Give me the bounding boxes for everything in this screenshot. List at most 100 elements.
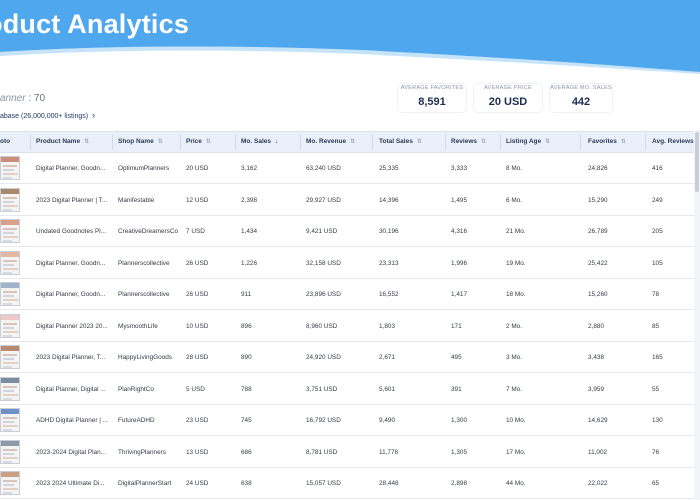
- sort-icon[interactable]: ⇅: [481, 139, 487, 145]
- column-divider[interactable]: [445, 135, 446, 150]
- column-header-name[interactable]: Product Name ⇅: [36, 138, 89, 145]
- column-header-shop[interactable]: Shop Name ⇅: [118, 138, 163, 145]
- column-divider[interactable]: [112, 135, 113, 150]
- cell-avg-reviews: 130: [652, 417, 663, 424]
- cell-name[interactable]: Digital Planner, Goodn...: [36, 259, 106, 267]
- table-row[interactable]: Digital Planner 2023 20... MysmoothLife 10…: [0, 311, 700, 342]
- cell-shop[interactable]: PlanRightCo: [118, 385, 154, 393]
- cell-listing-age: 8 Mo.: [506, 165, 522, 172]
- cell-name[interactable]: 2023 Digital Planner | T...: [36, 196, 108, 204]
- cell-shop[interactable]: HappyLivingGoods: [118, 354, 172, 361]
- column-divider[interactable]: [580, 135, 581, 150]
- cell-shop[interactable]: Manifestable: [118, 196, 155, 204]
- cell-name[interactable]: Digital Planner, Goodn...: [36, 291, 106, 298]
- column-divider[interactable]: [300, 135, 301, 150]
- database-link[interactable]: abase (26,000,000+ listings) ›: [0, 110, 95, 120]
- column-header-listing-age[interactable]: Listing Age ⇅: [506, 138, 550, 145]
- thumbnail-line: [3, 362, 18, 364]
- sort-icon[interactable]: ⇅: [205, 139, 211, 145]
- cell-mo-sales: 1,434: [241, 228, 257, 235]
- column-header-favorites[interactable]: Favorites ⇅: [588, 138, 626, 145]
- cell-shop[interactable]: Plannerscollective: [118, 259, 170, 267]
- product-thumbnail[interactable]: [0, 439, 20, 464]
- scrollbar-thumb[interactable]: [695, 132, 699, 192]
- column-header-price[interactable]: Price ⇅: [186, 138, 211, 145]
- cell-listing-age: 6 Mo.: [506, 196, 522, 204]
- cell-favorites: 26,789: [588, 228, 608, 235]
- product-thumbnail[interactable]: [0, 408, 20, 432]
- cell-name[interactable]: Digital Planner, Digital ...: [36, 385, 106, 393]
- thumbnail-line: [3, 429, 12, 431]
- cell-mo-revenue: 16,792 USD: [306, 417, 341, 424]
- cell-mo-revenue: 3,751 USD: [306, 385, 338, 393]
- stat-label: AVERAGE MO. SALES: [550, 85, 612, 91]
- thumbnail-line: [3, 330, 18, 333]
- sort-descending-icon[interactable]: ↓: [274, 139, 278, 145]
- cell-favorites: 22,022: [588, 480, 608, 487]
- cell-shop[interactable]: CreativeDreamersCo: [118, 228, 179, 235]
- cell-shop[interactable]: DigitalPlannerStart: [118, 480, 172, 487]
- product-thumbnail[interactable]: [0, 187, 20, 212]
- cell-price: 5 USD: [186, 385, 205, 393]
- column-divider[interactable]: [645, 135, 646, 150]
- thumbnail-line: [3, 232, 14, 234]
- table-row[interactable]: 2023 Digital Planner | T... Manifestable 1…: [0, 185, 700, 216]
- cell-name[interactable]: Undated Goodnotes Pl...: [36, 228, 106, 235]
- cell-shop[interactable]: Plannerscollective: [118, 291, 170, 298]
- column-header-avg-reviews[interactable]: Avg. Reviews⇅: [652, 138, 700, 145]
- cell-reviews: 495: [451, 354, 462, 361]
- cell-shop[interactable]: FutureADHD: [118, 417, 155, 424]
- cell-name[interactable]: ADHD Digital Planner | ...: [36, 417, 108, 424]
- column-divider[interactable]: [30, 135, 31, 150]
- table-row[interactable]: Digital Planner, Goodn... OptimumPlanners…: [0, 153, 700, 184]
- product-thumbnail[interactable]: [0, 345, 20, 369]
- cell-avg-reviews: 55: [652, 385, 660, 393]
- thumbnail-line: [3, 389, 14, 392]
- cell-shop[interactable]: ThrivingPlanners: [118, 448, 166, 456]
- table-row[interactable]: Undated Goodnotes Pl... CreativeDreamersC…: [0, 216, 700, 247]
- cell-name[interactable]: 2023 2024 Ultimate Di...: [36, 480, 105, 487]
- sort-icon[interactable]: ⇅: [416, 139, 422, 145]
- table-row[interactable]: Digital Planner, Digital ... PlanRightCo 5…: [0, 374, 700, 405]
- cell-name[interactable]: 2023 Digital Planner, T...: [36, 354, 106, 361]
- column-divider[interactable]: [235, 135, 236, 150]
- table-row[interactable]: 2023 2024 Ultimate Di... DigitalPlannerSt…: [0, 468, 700, 499]
- table-row[interactable]: ADHD Digital Planner | ... FutureADHD 23 U…: [0, 405, 700, 436]
- table-row[interactable]: 2023 Digital Planner, T... HappyLivingGoo…: [0, 342, 700, 373]
- sort-icon[interactable]: ⇅: [620, 139, 626, 145]
- table-row[interactable]: 2023-2024 Digital Plan... ThrivingPlanner…: [0, 437, 700, 468]
- product-thumbnail[interactable]: [0, 313, 20, 338]
- sort-icon[interactable]: ⇅: [157, 139, 163, 145]
- cell-name[interactable]: Digital Planner 2023 20...: [36, 322, 108, 330]
- thumbnail-line: [3, 385, 17, 388]
- sort-icon[interactable]: ⇅: [84, 139, 90, 145]
- thumbnail-band: [1, 472, 19, 477]
- column-divider[interactable]: [372, 135, 373, 150]
- column-header-reviews[interactable]: Reviews ⇅: [451, 138, 486, 145]
- thumbnail-line: [3, 196, 17, 199]
- sort-icon[interactable]: ⇅: [350, 139, 356, 145]
- table-row[interactable]: Digital Planner, Goodn... Plannerscollect…: [0, 279, 700, 310]
- cell-shop[interactable]: MysmoothLife: [118, 322, 158, 330]
- cell-name[interactable]: 2023-2024 Digital Plan...: [36, 448, 106, 456]
- product-thumbnail[interactable]: [0, 376, 20, 401]
- cell-mo-sales: 788: [241, 385, 252, 393]
- product-thumbnail[interactable]: [0, 250, 20, 275]
- product-thumbnail[interactable]: [0, 219, 20, 243]
- vertical-scrollbar[interactable]: [694, 130, 700, 500]
- cell-name[interactable]: Digital Planner, Goodn...: [36, 165, 106, 172]
- column-header-total-sales[interactable]: Total Sales ⇅: [379, 138, 422, 145]
- cell-shop[interactable]: OptimumPlanners: [118, 165, 170, 172]
- product-thumbnail[interactable]: [0, 156, 20, 180]
- cell-mo-sales: 686: [241, 448, 252, 456]
- column-header-mo-revenue[interactable]: Mo. Revenue ⇅: [306, 138, 355, 145]
- table-row[interactable]: Digital Planner, Goodn... Plannerscollect…: [0, 248, 700, 279]
- product-thumbnail[interactable]: [0, 282, 20, 306]
- column-divider[interactable]: [500, 135, 501, 150]
- sort-icon[interactable]: ⇅: [545, 139, 551, 145]
- column-header-mo-sales[interactable]: Mo. Sales ↓: [241, 138, 278, 145]
- thumbnail-line: [3, 393, 18, 396]
- product-thumbnail[interactable]: [0, 471, 20, 495]
- column-divider[interactable]: [180, 135, 181, 150]
- cell-listing-age: 18 Mo.: [506, 291, 526, 298]
